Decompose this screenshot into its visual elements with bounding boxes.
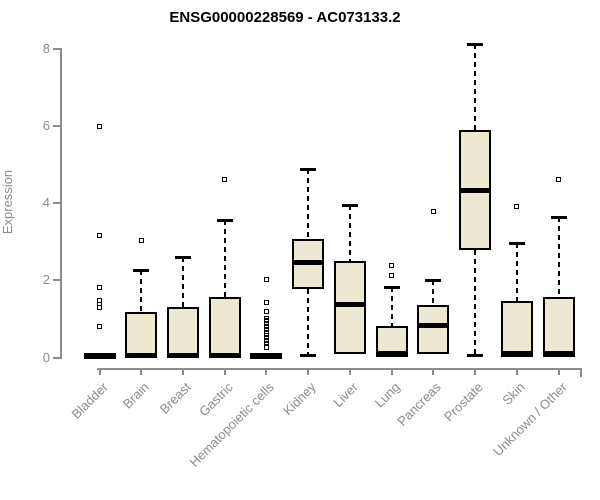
y-axis-tick: [53, 47, 60, 50]
lower-whisker-cap: [300, 353, 317, 357]
y-tick-label: 6: [42, 117, 50, 133]
outlier-point: [97, 232, 102, 238]
upper-whisker: [557, 216, 560, 297]
chart-title: ENSG00000228569 - AC073133.2: [169, 9, 401, 26]
x-axis-line: [97, 368, 582, 370]
upper-whisker-cap: [550, 215, 567, 219]
median-line: [166, 353, 199, 359]
outlier-point: [97, 285, 102, 291]
y-tick-label: 4: [42, 195, 50, 211]
median-line: [292, 260, 325, 266]
outlier-point: [389, 273, 395, 279]
x-axis-tick: [223, 368, 226, 375]
y-axis-tick: [53, 202, 60, 205]
outlier-point: [556, 176, 562, 182]
y-axis-tick: [53, 124, 60, 127]
lower-whisker: [307, 289, 310, 355]
box-skin: [500, 300, 533, 357]
x-axis-end-tick: [580, 368, 582, 377]
upper-whisker: [307, 169, 310, 239]
upper-whisker-cap: [425, 279, 442, 283]
box-pancreas: [417, 305, 450, 355]
upper-whisker: [515, 242, 518, 301]
outlier-point: [263, 300, 269, 306]
outlier-point: [430, 209, 436, 215]
outlier-point: [97, 324, 102, 330]
upper-whisker: [140, 269, 143, 313]
upper-whisker: [223, 219, 226, 297]
upper-whisker-cap: [133, 268, 150, 272]
box-gastric: [208, 296, 241, 357]
median-line: [417, 323, 450, 329]
outlier-point: [138, 238, 144, 244]
x-axis-tick: [348, 368, 351, 375]
upper-whisker: [432, 280, 435, 306]
upper-whisker: [181, 257, 184, 308]
upper-whisker-cap: [216, 218, 233, 222]
y-tick-label: 8: [42, 40, 50, 56]
median-line: [375, 351, 408, 357]
outlier-point: [97, 124, 102, 130]
x-axis-tick: [474, 368, 477, 375]
y-axis-line: [60, 47, 62, 359]
median-line: [208, 353, 241, 359]
y-axis-tick: [53, 279, 60, 282]
lower-whisker: [474, 250, 477, 355]
upper-whisker-cap: [300, 168, 317, 172]
outlier-point: [263, 276, 269, 282]
upper-whisker-cap: [383, 286, 400, 290]
median-line: [83, 353, 116, 359]
x-axis-tick: [181, 368, 184, 375]
upper-whisker: [348, 205, 351, 261]
upper-whisker: [474, 43, 477, 130]
box-brain: [125, 312, 158, 357]
y-tick-label: 0: [42, 349, 50, 365]
median-line: [500, 351, 533, 357]
outlier-point: [389, 263, 395, 269]
x-axis-tick: [432, 368, 435, 375]
y-tick-label: 2: [42, 272, 50, 288]
upper-whisker: [390, 287, 393, 326]
x-axis-tick: [557, 368, 560, 375]
x-axis-tick: [265, 368, 268, 375]
median-line: [459, 188, 492, 194]
upper-whisker-cap: [508, 241, 525, 245]
x-axis-tick: [98, 368, 101, 375]
upper-whisker-cap: [467, 42, 484, 46]
upper-whisker-cap: [341, 204, 358, 208]
outlier-point: [514, 203, 520, 209]
box-liver: [333, 260, 366, 354]
outlier-point: [97, 305, 102, 311]
y-axis-tick: [53, 356, 60, 359]
median-line: [125, 353, 158, 359]
x-axis-tick: [515, 368, 518, 375]
median-line: [542, 351, 575, 357]
x-axis-tick: [140, 368, 143, 375]
outlier-point: [263, 345, 269, 351]
x-axis-tick: [307, 368, 310, 375]
lower-whisker-cap: [467, 353, 484, 357]
outlier-point: [222, 176, 228, 182]
outlier-point: [263, 309, 269, 314]
x-axis-tick: [390, 368, 393, 375]
median-line: [250, 353, 283, 359]
box-unknown-other: [542, 296, 575, 357]
box-breast: [166, 307, 199, 357]
median-line: [333, 301, 366, 307]
upper-whisker-cap: [174, 256, 191, 260]
